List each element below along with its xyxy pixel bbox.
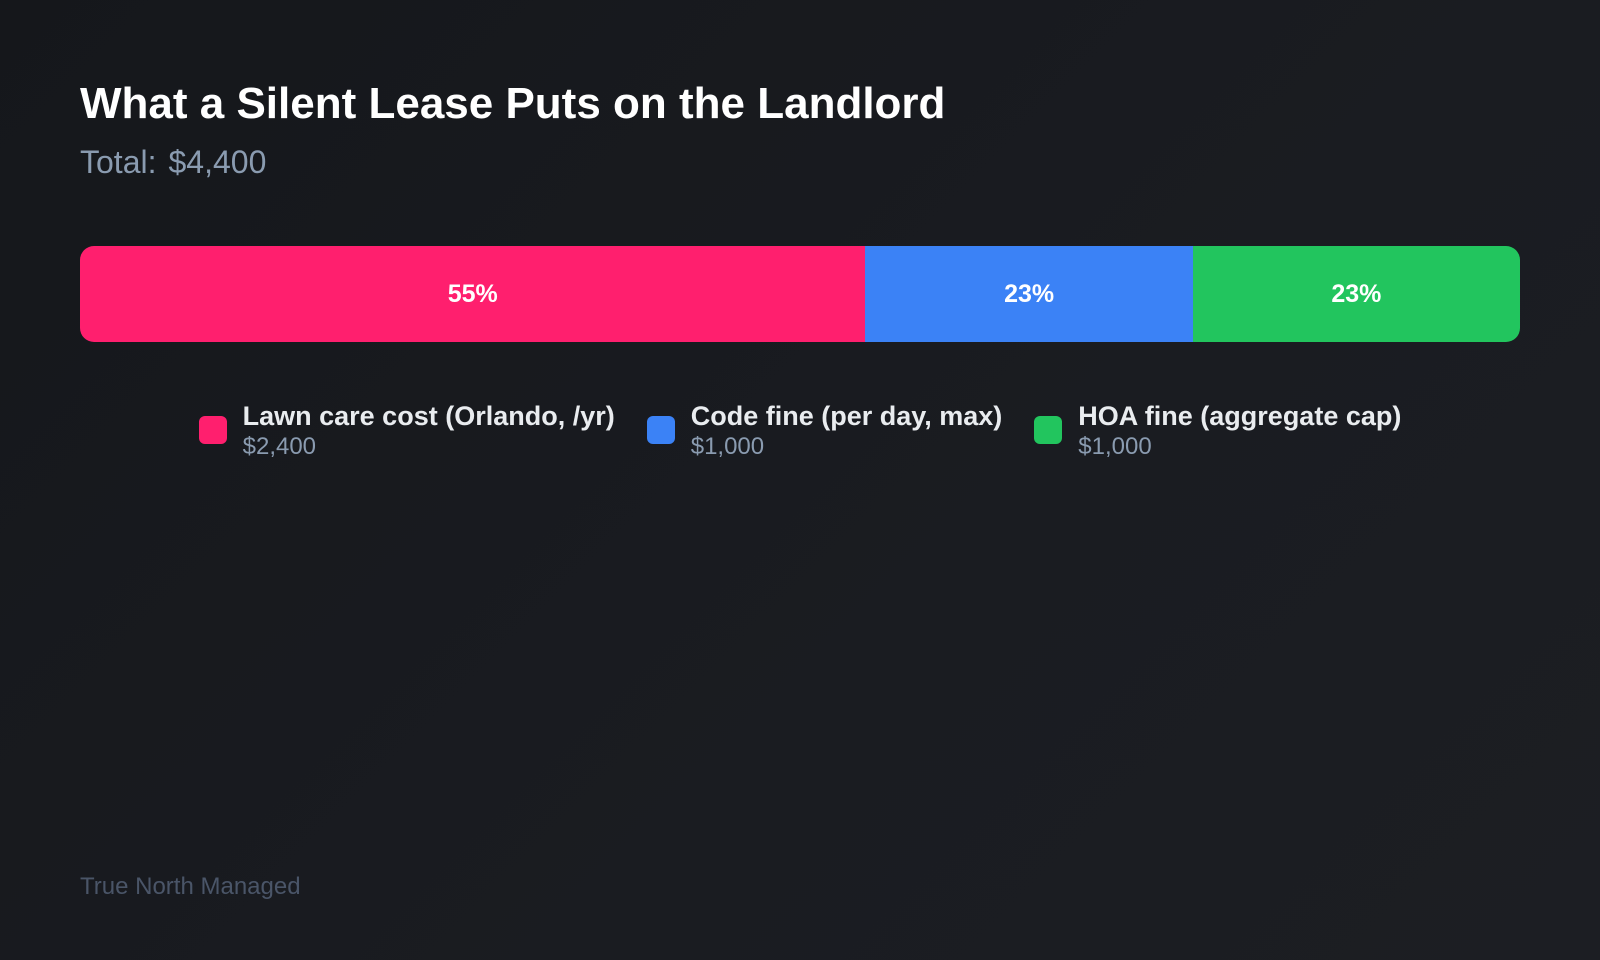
legend-value: $1,000 [1078,433,1152,460]
legend-item-3: HOA fine (aggregate cap) $1,000 [1034,400,1401,462]
footer-brand: True North Managed [80,873,301,900]
bar-segment-percent-label: 23% [1331,279,1382,308]
bar-segment-percent-label: 23% [1004,279,1055,308]
bar-segment-2: 23% [865,246,1193,342]
legend-label: HOA fine (aggregate cap) [1078,401,1402,431]
bar-segment-3: 23% [1192,246,1520,342]
bar-segment-percent-label: 55% [447,279,498,308]
bar-segment-1: 55% [80,246,866,342]
stacked-bar: 55% 23% 23% [80,246,1520,342]
legend-item-1: Lawn care cost (Orlando, /yr) $2,400 [198,400,615,462]
chart-title: What a Silent Lease Puts on the Landlord [80,79,946,128]
legend-label: Code fine (per day, max) [690,401,1003,431]
legend-value: $2,400 [242,433,317,460]
chart-subtitle: Total: $4,400 [80,143,266,181]
legend-item-2: Code fine (per day, max) $1,000 [646,400,1003,462]
legend-swatch [198,416,227,444]
legend-swatch [646,416,675,444]
legend: Lawn care cost (Orlando, /yr) $2,400 Code … [0,400,1600,462]
legend-swatch [1034,416,1063,444]
total-label: Total: [80,144,157,180]
legend-label: Lawn care cost (Orlando, /yr) [242,401,615,431]
legend-value: $1,000 [690,433,765,460]
total-value: $4,400 [168,144,267,180]
